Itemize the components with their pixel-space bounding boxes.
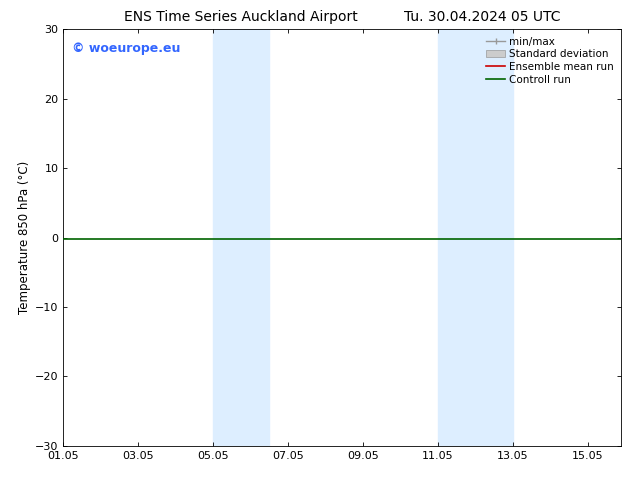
Bar — [213, 29, 269, 446]
Y-axis label: Temperature 850 hPa (°C): Temperature 850 hPa (°C) — [18, 161, 31, 314]
Text: © woeurope.eu: © woeurope.eu — [72, 42, 180, 55]
Text: ENS Time Series Auckland Airport: ENS Time Series Auckland Airport — [124, 10, 358, 24]
Text: Tu. 30.04.2024 05 UTC: Tu. 30.04.2024 05 UTC — [404, 10, 560, 24]
Bar — [438, 29, 513, 446]
Legend: min/max, Standard deviation, Ensemble mean run, Controll run: min/max, Standard deviation, Ensemble me… — [484, 35, 616, 87]
